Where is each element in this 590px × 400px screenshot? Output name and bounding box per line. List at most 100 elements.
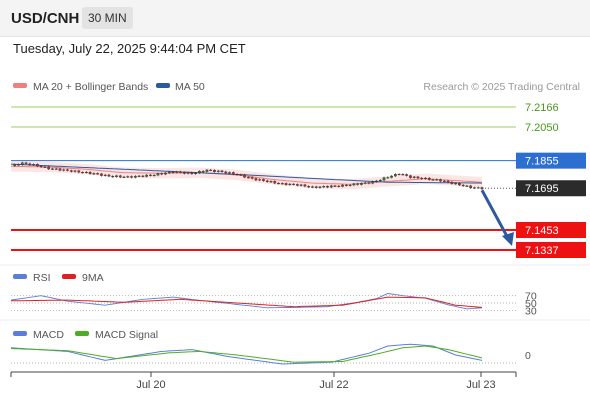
candle-body	[43, 166, 47, 168]
candle-body	[160, 173, 164, 175]
candle-body	[167, 171, 171, 174]
pivot-tag	[516, 152, 586, 169]
candle-body	[247, 177, 250, 179]
resistance-label: 7.2050	[525, 122, 559, 134]
resistance-label: 7.2166	[525, 102, 559, 114]
candle-body	[179, 171, 182, 173]
candle-body	[164, 172, 167, 175]
candle-body	[427, 177, 431, 180]
candle-body	[228, 172, 231, 174]
candle-body	[465, 185, 469, 187]
candle-body	[469, 185, 473, 189]
candle-body	[292, 183, 295, 185]
candle-body	[130, 176, 133, 178]
candle-body	[224, 171, 228, 174]
candle-body	[299, 184, 303, 186]
rsi-legend-label: RSI	[33, 272, 51, 284]
candle-body	[461, 184, 465, 187]
candle-body	[435, 179, 439, 181]
candle-body	[235, 174, 239, 176]
candle-body	[442, 180, 446, 182]
candle-body	[171, 171, 175, 173]
candle-body	[175, 171, 179, 173]
candle-body	[420, 177, 424, 179]
rsi-ma-legend-swatch	[62, 274, 76, 279]
candle-body	[363, 182, 367, 184]
rsi-level-label: 50	[525, 298, 537, 310]
candle-body	[382, 177, 386, 181]
candle-body	[137, 175, 141, 177]
candle-body	[198, 171, 201, 174]
candle-body	[416, 176, 420, 179]
candle-body	[88, 171, 92, 174]
candle-body	[356, 183, 360, 185]
candle-body	[216, 170, 220, 172]
candle-body	[303, 184, 307, 187]
ma50-line	[10, 163, 483, 184]
candle-body	[405, 174, 408, 176]
x-tick-label: Jul 23	[466, 379, 495, 391]
candle-body	[273, 181, 277, 184]
candle-body	[213, 170, 216, 172]
macd-zero-label: 0	[525, 350, 531, 362]
candle-body	[243, 174, 246, 178]
x-tick-label: Jul 20	[136, 379, 165, 391]
candle-body	[17, 164, 20, 166]
candle-body	[284, 183, 288, 185]
candle-body	[77, 170, 81, 173]
candle-body	[378, 179, 382, 182]
candle-body	[220, 170, 224, 173]
candle-body	[360, 183, 363, 185]
candle-body	[280, 183, 284, 185]
target-label: 7.1337	[525, 245, 559, 257]
macd-legend-swatch	[13, 331, 27, 336]
candle-body	[156, 173, 160, 176]
candle-body	[96, 173, 100, 175]
ma20-line	[10, 165, 483, 185]
candle-body	[145, 174, 148, 177]
macd-signal-legend-label: MACD Signal	[95, 329, 158, 341]
candle-body	[28, 163, 32, 166]
candle-body	[36, 164, 39, 167]
candle-body	[51, 168, 54, 170]
candle-body	[296, 184, 299, 186]
candle-body	[424, 177, 427, 180]
candle-body	[476, 187, 480, 189]
candle-body	[345, 184, 348, 186]
candle-body	[386, 177, 390, 179]
forecast-arrow-head	[502, 232, 514, 246]
candle-body	[439, 179, 442, 182]
chart-datetime: Tuesday, July 22, 2025 9:44:04 PM CET	[13, 41, 246, 56]
candle-body	[66, 169, 69, 171]
ma50-legend-label: MA 50	[175, 81, 205, 93]
candle-body	[348, 184, 352, 186]
candle-body	[473, 187, 476, 189]
candle-body	[73, 170, 77, 172]
candle-body	[341, 184, 344, 187]
candle-body	[250, 177, 254, 179]
candle-body	[32, 164, 35, 166]
last-price-tag	[516, 180, 586, 197]
candle-body	[277, 182, 280, 185]
candle-body	[205, 169, 209, 172]
candle-body	[326, 186, 329, 188]
interval-button[interactable]: 30 MIN	[82, 7, 133, 29]
candle-body	[480, 187, 484, 190]
last-price-label: 7.1695	[525, 183, 559, 195]
candle-body	[182, 172, 186, 174]
candle-body	[24, 162, 28, 164]
candle-body	[393, 173, 397, 177]
candle-body	[314, 186, 318, 188]
candle-body	[307, 186, 311, 188]
candle-body	[81, 172, 84, 174]
candle-body	[152, 174, 156, 177]
candle-body	[115, 175, 118, 177]
candle-body	[54, 168, 58, 170]
candle-body	[329, 185, 333, 188]
x-tick-label: Jul 22	[319, 379, 348, 391]
candle-body	[458, 183, 461, 186]
candle-body	[322, 186, 326, 188]
candle-body	[47, 166, 51, 170]
candle-body	[371, 181, 375, 184]
